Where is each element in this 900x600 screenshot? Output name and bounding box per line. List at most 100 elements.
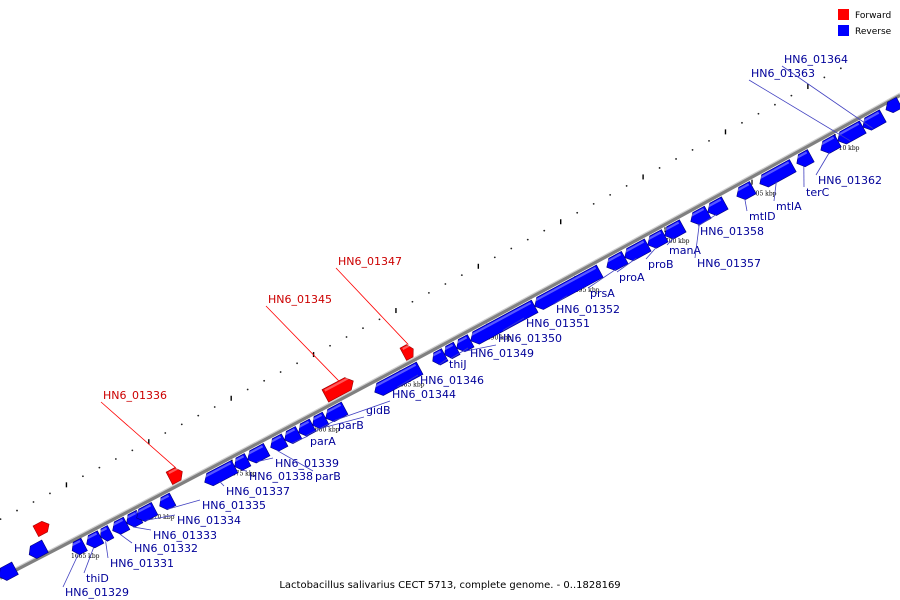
gene-arrow-partial	[0, 561, 19, 581]
gene-label[interactable]: thiJ	[449, 358, 467, 371]
gene-arrow[interactable]	[834, 120, 867, 147]
gene-arrow[interactable]	[733, 181, 757, 202]
outer-minor-tick	[460, 274, 463, 277]
gene-arrow[interactable]	[165, 465, 186, 485]
gene-label[interactable]: HN6_01357	[697, 257, 761, 270]
gene-arrow[interactable]	[531, 264, 604, 312]
gene-label[interactable]: HN6_01346	[420, 374, 484, 387]
gene-label[interactable]: HN6_01363	[751, 67, 815, 80]
gene-arrow[interactable]	[467, 299, 539, 347]
gene-arrow[interactable]	[793, 149, 815, 170]
gene-callout-line	[105, 541, 109, 559]
gene-label[interactable]: gidB	[366, 404, 391, 417]
gene-label[interactable]: HN6_01351	[526, 317, 590, 330]
gene-label[interactable]: HN6_01332	[134, 542, 198, 555]
gene-label[interactable]: HN6_01334	[177, 514, 241, 527]
gene-arrow[interactable]	[817, 134, 842, 157]
outer-minor-tick	[49, 492, 51, 495]
gene-label[interactable]: prsA	[590, 287, 615, 300]
gene-arrow[interactable]	[371, 361, 424, 398]
outer-minor-tick	[362, 327, 364, 330]
gene-arrow[interactable]	[133, 502, 159, 524]
gene-label[interactable]: parB	[315, 470, 341, 483]
gene-arrow[interactable]	[704, 196, 729, 219]
gene-label[interactable]: HN6_01345	[268, 293, 332, 306]
gene-arrow[interactable]	[603, 250, 629, 273]
gene-arrow[interactable]	[156, 492, 177, 512]
gene-callout-line	[397, 374, 419, 388]
gene-label[interactable]: HN6_01362	[818, 174, 882, 187]
gene-arrow[interactable]	[244, 443, 271, 465]
gene-arrow[interactable]	[295, 418, 317, 439]
gene-arrow[interactable]	[441, 341, 461, 361]
gene-label[interactable]: parB	[338, 419, 364, 432]
gene-label[interactable]: HN6_01350	[498, 332, 562, 345]
scale-tick-label: 1685 kbp	[396, 381, 425, 388]
figure-caption: Lactobacillus salivarius CECT 5713, comp…	[279, 580, 620, 591]
gene-arrow[interactable]	[399, 343, 417, 361]
gene-arrow[interactable]	[83, 530, 105, 551]
gene-label[interactable]: HN6_01329	[65, 586, 129, 599]
gene-arrow[interactable]	[309, 411, 330, 431]
gene-arrow[interactable]	[859, 109, 887, 133]
gene-label[interactable]: HN6_01344	[392, 388, 456, 401]
gene-arrow[interactable]	[322, 401, 349, 424]
gene-label[interactable]: manA	[669, 244, 701, 257]
gene-arrow[interactable]	[644, 229, 669, 252]
gene-label[interactable]: HN6_01347	[338, 255, 402, 268]
gene-label[interactable]: parA	[310, 435, 336, 448]
gene-arrow[interactable]	[69, 537, 88, 557]
outer-minor-tick	[691, 149, 694, 151]
outer-minor-tick	[296, 362, 298, 365]
gene-label[interactable]: HN6_01331	[110, 557, 174, 570]
gene-label[interactable]: HN6_01364	[784, 53, 848, 66]
gene-arrow[interactable]	[201, 459, 239, 488]
gene-label[interactable]: proB	[648, 258, 674, 271]
scale-tick-label: 1695 kbp	[571, 287, 600, 294]
gene-arrow[interactable]	[97, 525, 115, 543]
gene-arrow[interactable]	[109, 516, 131, 537]
outer-minor-tick	[444, 283, 447, 285]
gene-callout-line	[773, 181, 777, 202]
gene-callout-line	[335, 400, 391, 421]
gene-arrow[interactable]	[661, 219, 687, 242]
gene-label[interactable]: terC	[806, 186, 830, 199]
gene-callout-line	[319, 416, 365, 430]
gene-label[interactable]: HN6_01352	[556, 303, 620, 316]
gene-label[interactable]: mtlA	[776, 200, 802, 213]
gene-callout-line	[781, 65, 874, 129]
gene-callout-line	[438, 358, 448, 366]
gene-label[interactable]: proA	[619, 271, 645, 284]
gene-arrow[interactable]	[687, 205, 712, 228]
gene-label[interactable]: HN6_01338	[249, 470, 313, 483]
gene-label[interactable]: HN6_01336	[103, 389, 167, 402]
outer-minor-tick	[774, 103, 776, 106]
outer-minor-tick	[658, 167, 661, 169]
gene-arrow[interactable]	[756, 159, 797, 189]
gene-arrow[interactable]	[321, 375, 357, 403]
gene-arrow[interactable]	[281, 426, 303, 446]
genome-backbone	[0, 92, 900, 580]
gene-label[interactable]: HN6_01349	[470, 347, 534, 360]
outer-minor-tick	[741, 121, 743, 124]
gene-label[interactable]: HN6_01339	[275, 457, 339, 470]
gene-arrow[interactable]	[267, 433, 289, 454]
outer-minor-tick	[790, 94, 793, 97]
gene-label[interactable]: mtlD	[749, 210, 776, 223]
gene-label[interactable]: HN6_01337	[226, 485, 290, 498]
gene-callout-line	[697, 214, 717, 227]
outer-minor-tick	[32, 501, 35, 503]
outer-minor-tick	[625, 185, 628, 187]
outer-minor-tick	[510, 247, 513, 250]
outer-minor-tick	[427, 291, 430, 294]
gene-arrow[interactable]	[231, 453, 252, 472]
gene-label[interactable]: HN6_01358	[700, 225, 764, 238]
gene-arrow[interactable]	[453, 334, 475, 355]
gene-arrow[interactable]	[621, 238, 652, 264]
gene-label[interactable]: HN6_01333	[153, 529, 217, 542]
gene-label[interactable]: thiD	[86, 572, 109, 585]
gene-label[interactable]: HN6_01335	[202, 499, 266, 512]
gene-arrow[interactable]	[123, 509, 144, 529]
